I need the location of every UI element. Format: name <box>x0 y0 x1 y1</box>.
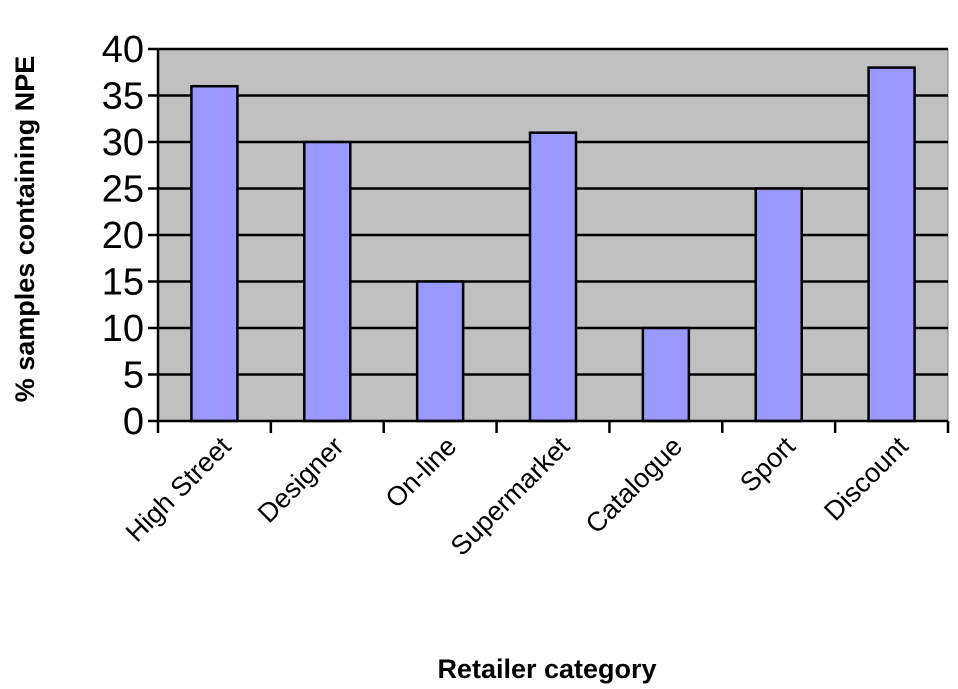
bar <box>528 131 578 423</box>
y-tick-label: 35 <box>102 76 144 118</box>
y-tick-label: 40 <box>102 29 144 71</box>
y-tick-label: 5 <box>123 355 144 397</box>
y-tick-label: 0 <box>123 401 144 443</box>
x-tick-label: Catalogue <box>580 431 688 539</box>
x-axis-title: Retailer category <box>437 654 656 684</box>
x-tick-label: Sport <box>734 431 801 498</box>
bar <box>867 66 916 423</box>
bar <box>754 187 803 423</box>
y-axis-title: % samples containing NPE <box>10 56 40 403</box>
x-tick-label: On-line <box>380 431 463 514</box>
bar <box>641 326 691 423</box>
y-tick-label: 15 <box>102 262 144 304</box>
bar <box>190 84 239 423</box>
bars <box>190 66 916 423</box>
y-tick-label: 20 <box>102 215 144 257</box>
x-tick-label: High Street <box>120 431 237 548</box>
x-tick-label: Supermarket <box>445 431 576 562</box>
y-tick-label: 10 <box>102 308 144 350</box>
x-tick-label: Discount <box>818 431 914 527</box>
x-tick-label: Designer <box>252 431 350 529</box>
bar <box>303 140 352 423</box>
y-tick-label: 30 <box>102 122 144 164</box>
bar <box>415 280 465 423</box>
y-tick-label: 25 <box>102 169 144 211</box>
